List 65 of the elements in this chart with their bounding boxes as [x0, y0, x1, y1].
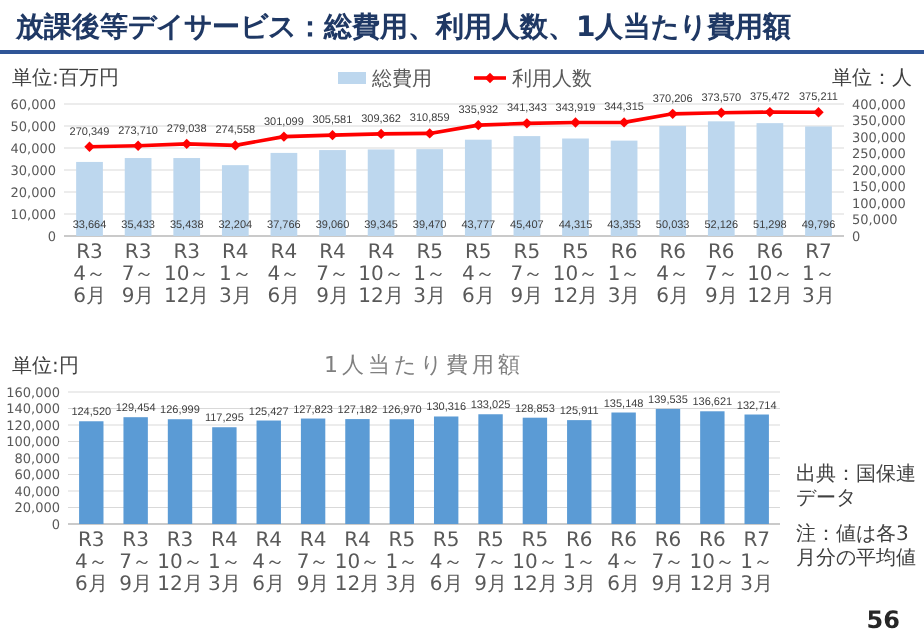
text: 56 [866, 606, 900, 634]
chart-title: 放課後等デイサービス：総費用、利用人数、1人当たり費用額 [14, 10, 792, 44]
text: 注：値は各3月分の平均値 [796, 522, 916, 570]
bar [124, 158, 152, 236]
y2-axis-title: 単位：人 [832, 66, 912, 90]
point [667, 108, 678, 120]
x-tick-label: R3 4～6月 [74, 530, 108, 596]
bar [367, 149, 395, 236]
bar [610, 140, 638, 236]
bar [464, 139, 492, 236]
x-tick-label: R6 4～6月 [607, 530, 640, 596]
x-tick-label: R7 1～3月 [802, 242, 835, 308]
x-tick-label: R5 4～6月 [461, 242, 495, 308]
x-tick-label: R5 10～12月 [552, 242, 599, 308]
x-tick-label: R4 7～9月 [296, 530, 330, 596]
legend-label: 総費用 [370, 67, 432, 91]
bar [319, 150, 346, 236]
x-tick-label: R5 1～3月 [385, 530, 419, 596]
x-tick-label: R5 4～6月 [429, 530, 463, 596]
x-tick-label: R3 7～9月 [119, 530, 153, 596]
x-tick-label: R6 1～3月 [562, 530, 596, 596]
x-tick-label: R5 10～12月 [512, 530, 558, 596]
bar [756, 123, 784, 236]
bar [659, 125, 687, 236]
bar [513, 136, 541, 236]
bar [173, 158, 201, 236]
bar [416, 149, 444, 236]
point [181, 138, 192, 150]
x-tick-label: R6 7～9月 [651, 530, 685, 596]
bar [221, 165, 249, 236]
y-axis-title: 単位:百万円 [12, 66, 119, 90]
bar [707, 121, 735, 236]
bar [562, 138, 589, 236]
x-tick-label: R3 10～12月 [157, 530, 203, 596]
x-tick-label: R6 10～12月 [747, 242, 793, 308]
x-tick-label: R6 10～12月 [689, 530, 736, 596]
chart-title: 1人当たり費用額 [324, 352, 524, 378]
x-tick-label: R5 7～9月 [474, 530, 507, 596]
x-tick-label: R4 7～9月 [316, 242, 349, 308]
point [84, 141, 95, 152]
x-tick-label: R3 4～6月 [73, 242, 106, 308]
x-tick-label: R5 7～9月 [510, 242, 544, 308]
y-axis-title: 単位:円 [12, 354, 79, 378]
source-note: 出典：国保連データ [796, 462, 916, 510]
x-tick-label: R6 4～6月 [656, 242, 690, 308]
x-tick-label: R4 10～12月 [358, 242, 404, 308]
point [230, 140, 241, 151]
x-tick-label: R5 1～3月 [413, 242, 447, 308]
x-tick-label: R3 10～12月 [163, 242, 210, 308]
point [813, 106, 824, 118]
x-tick-label: R3 7～9月 [121, 242, 155, 308]
x-tick-label: R4 4～6月 [267, 242, 301, 308]
x-tick-label: R4 1～3月 [218, 242, 252, 308]
point [473, 119, 484, 131]
legend-label: 利用人数 [512, 67, 592, 91]
x-tick-label: R7 1～3月 [740, 530, 774, 596]
bar [805, 126, 832, 236]
x-tick-label: R6 1～3月 [607, 242, 641, 308]
bar [76, 161, 103, 236]
x-tick-label: R4 1～3月 [208, 530, 241, 596]
point [327, 129, 338, 141]
x-tick-label: R6 7～9月 [704, 242, 738, 308]
x-tick-label: R4 4～6月 [252, 530, 286, 596]
x-tick-label: R4 10～12月 [334, 530, 381, 596]
bar [270, 152, 298, 236]
